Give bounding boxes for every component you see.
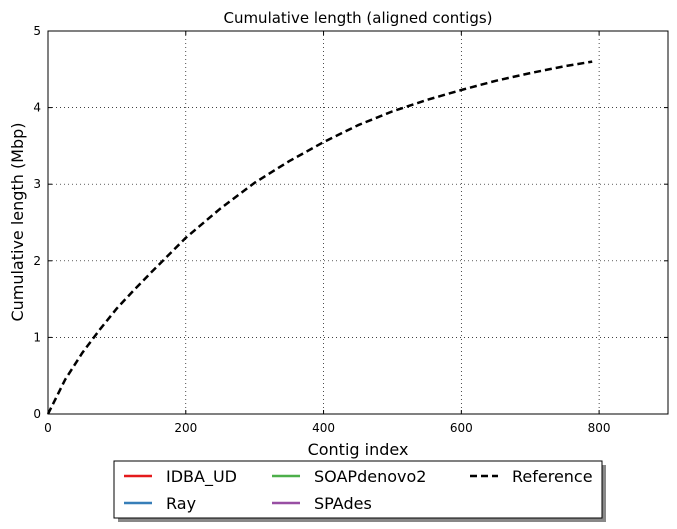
plot-frame: [47, 30, 669, 415]
x-axis-label: Contig index: [308, 440, 409, 459]
axis-ticks: 0 200 400 600 800 0 1 2 3 4 5: [33, 24, 668, 435]
legend-box: [113, 460, 603, 519]
legend-items: IDBA_UD Ray SOAPdenovo2 SPAdes Reference: [124, 467, 593, 513]
legend-label-soapdenovo2: SOAPdenovo2: [314, 467, 426, 486]
series-lines: [46, 60, 593, 415]
series-line-reference: [46, 60, 593, 415]
y-axis-label: Cumulative length (Mbp): [8, 122, 27, 321]
x-tick-label: 400: [312, 421, 335, 435]
x-tick-label: 800: [588, 421, 611, 435]
x-tick-label: 200: [174, 421, 197, 435]
legend-label-ray: Ray: [166, 494, 196, 513]
y-tick-label: 2: [33, 254, 41, 268]
x-tick-label: 0: [44, 421, 52, 435]
x-tick-label: 600: [450, 421, 473, 435]
y-tick-label: 3: [33, 177, 41, 191]
legend-label-idba-ud: IDBA_UD: [166, 467, 237, 487]
y-tick-label: 4: [33, 101, 41, 115]
legend-label-reference: Reference: [512, 467, 593, 486]
y-tick-label: 1: [33, 330, 41, 344]
chart-title: Cumulative length (aligned contigs): [223, 9, 492, 27]
y-tick-label: 0: [33, 407, 41, 421]
legend: IDBA_UD Ray SOAPdenovo2 SPAdes Reference: [113, 460, 606, 522]
grid-lines: [47, 30, 668, 415]
y-tick-label: 5: [33, 24, 41, 38]
legend-label-spades: SPAdes: [314, 494, 372, 513]
